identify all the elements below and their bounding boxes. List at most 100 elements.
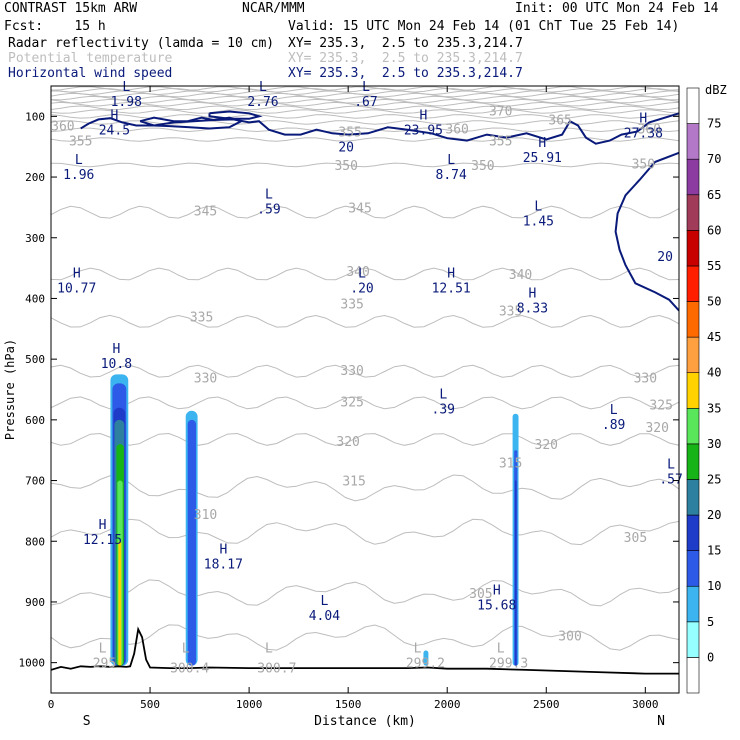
plot-area — [51, 86, 679, 675]
theta-label: 360 — [638, 122, 661, 137]
colorbar-swatch — [686, 407, 700, 445]
field-reflectivity-xy: XY= 235.3, 2.5 to 235.3,214.7 — [288, 36, 523, 51]
wind-extreme-marker: H — [493, 584, 501, 599]
colorbar-swatch — [686, 230, 700, 267]
theta-label: 355 — [338, 126, 361, 141]
y-tick-label: 100 — [25, 110, 45, 123]
south-label: S — [83, 714, 91, 729]
theta-line — [51, 137, 679, 142]
colorbar-swatch — [686, 301, 700, 338]
theta-label: 330 — [634, 371, 657, 386]
wind-extreme-marker: H — [447, 266, 455, 281]
wind-extreme-value: 1.96 — [63, 168, 94, 183]
theta-low-marker: L — [265, 642, 273, 657]
wind-extreme-value: 10.77 — [57, 281, 96, 296]
colorbar-swatch — [686, 265, 700, 302]
theta-label: 350 — [471, 159, 494, 174]
theta-label: 330 — [194, 371, 217, 386]
wind-extreme-value: 12.51 — [432, 281, 471, 296]
colorbar-swatch — [686, 87, 700, 124]
theta-low-marker: L — [182, 642, 190, 657]
theta-label: 305 — [469, 587, 492, 602]
field-theta-name: Potential temperature — [8, 51, 173, 66]
north-label: N — [657, 714, 665, 729]
wind-extreme-value: .67 — [354, 95, 377, 110]
wind-contour-label: 20 — [657, 250, 673, 265]
theta-line — [51, 109, 679, 114]
wind-contour-label: 20 — [338, 141, 354, 156]
reflectivity-cell — [187, 419, 197, 666]
terrain-line — [51, 626, 679, 675]
x-tick-label: 1000 — [236, 698, 263, 711]
colorbar-swatch — [686, 158, 700, 196]
colorbar-swatch — [686, 479, 700, 516]
wind-extreme-marker: L — [75, 153, 83, 168]
wind-extreme-value: .39 — [432, 403, 455, 418]
theta-label: 315 — [499, 456, 522, 471]
theta-line — [51, 105, 679, 111]
theta-line — [51, 518, 679, 546]
theta-label: 335 — [190, 311, 213, 326]
y-tick-label: 500 — [25, 353, 45, 366]
theta-line — [51, 114, 679, 119]
wind-extreme-marker: H — [110, 108, 118, 123]
colorbar-unit: dBZ — [705, 83, 727, 97]
init-time: Init: 00 UTC Mon 24 Feb 14 — [515, 1, 719, 16]
wind-extreme-value: 24.5 — [99, 123, 130, 138]
theta-label: 325 — [649, 399, 672, 414]
wind-extreme-marker: H — [639, 111, 647, 126]
theta-label: 325 — [340, 396, 363, 411]
theta-label: 360 — [445, 122, 468, 137]
theta-line — [51, 432, 679, 446]
y-tick-label: 1000 — [19, 657, 46, 670]
theta-label: 355 — [489, 135, 512, 150]
wind-extreme-value: 1.98 — [111, 95, 142, 110]
theta-label: 350 — [632, 158, 655, 173]
colorbar-swatch — [686, 585, 700, 623]
wind-extreme-value: .89 — [602, 418, 625, 433]
wind-extreme-value: 8.33 — [517, 301, 548, 316]
colorbar-swatch — [686, 123, 700, 160]
wind-extreme-marker: L — [265, 187, 273, 202]
theta-line — [51, 364, 679, 378]
wind-extreme-value: .20 — [350, 281, 373, 296]
x-tick-label: 1500 — [335, 698, 362, 711]
x-tick-label: 2500 — [533, 698, 560, 711]
wind-extreme-value: 8.74 — [436, 168, 467, 183]
theta-label: 299.3 — [489, 657, 528, 672]
wind-extreme-marker: H — [99, 518, 107, 533]
colorbar-label: 5 — [707, 615, 714, 629]
theta-label: 295 — [93, 657, 116, 672]
colorbar-swatch — [686, 443, 700, 480]
colorbar-swatch — [686, 550, 700, 587]
theta-label: 350 — [334, 159, 357, 174]
theta-label: 320 — [336, 435, 359, 450]
theta-label: 335 — [340, 297, 363, 312]
wind-extreme-marker: L — [362, 80, 370, 95]
theta-line — [51, 624, 679, 651]
wind-extreme-marker: L — [320, 594, 328, 609]
plot-frame — [50, 85, 680, 694]
theta-line — [51, 162, 679, 168]
wind-extreme-value: .57 — [659, 472, 682, 487]
colorbar-label: 50 — [707, 295, 721, 309]
theta-label: 300 — [558, 629, 581, 644]
theta-line — [51, 90, 679, 96]
colorbar-label: 40 — [707, 366, 721, 380]
y-axis-label: Pressure (hPa) — [3, 339, 17, 440]
org-label: NCAR/MMM — [242, 1, 305, 16]
wind-extreme-value: 10.8 — [101, 357, 132, 372]
colorbar-label: 35 — [707, 401, 721, 415]
y-tick-label: 900 — [25, 596, 45, 609]
theta-line — [51, 98, 679, 104]
x-tick-label: 2000 — [434, 698, 461, 711]
reflectivity-cell — [118, 541, 122, 666]
theta-label: 335 — [499, 305, 522, 320]
colorbar-swatch — [686, 621, 700, 658]
colorbar-label: 55 — [707, 259, 721, 273]
theta-label: 355 — [69, 135, 92, 150]
wind-extreme-value: 25.91 — [523, 151, 562, 166]
colorbar-swatch — [686, 336, 700, 374]
colorbar-swatch — [686, 372, 700, 409]
